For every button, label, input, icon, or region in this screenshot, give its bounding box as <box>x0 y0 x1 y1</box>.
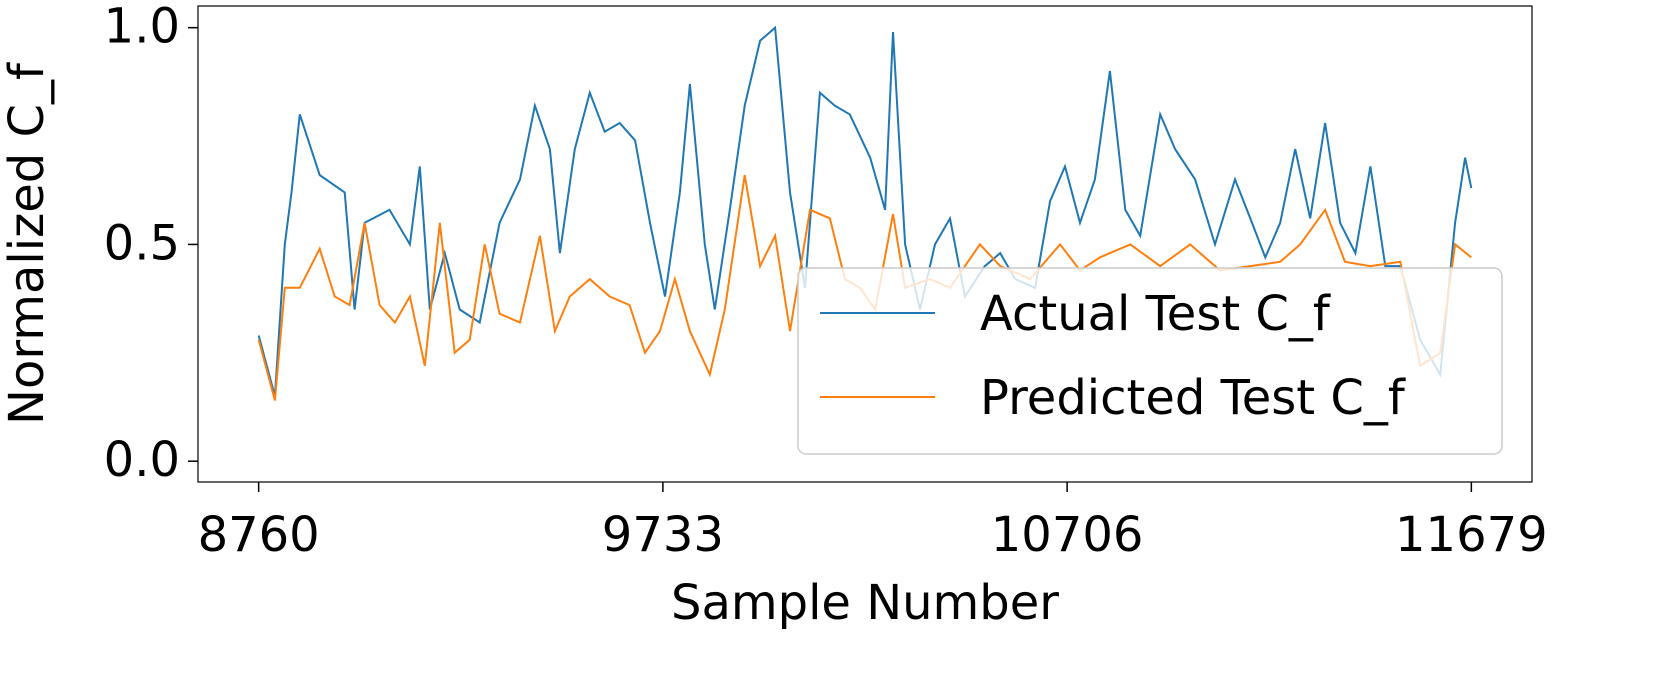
y-axis-label: Normalized C_f <box>0 62 55 425</box>
legend-label: Predicted Test C_f <box>980 370 1406 426</box>
data-line <box>257 25 1473 397</box>
y-tick-label: 0.5 <box>104 215 180 271</box>
x-tick-label: 10706 <box>991 507 1144 563</box>
y-tick-label: 1.0 <box>104 0 180 55</box>
x-tick-label: 11679 <box>1395 507 1548 563</box>
y-tick-label: 0.0 <box>104 432 180 488</box>
x-tick-label: 8760 <box>198 507 320 563</box>
x-tick-label: 9733 <box>602 507 724 563</box>
x-axis-label: Sample Number <box>671 575 1059 631</box>
plot-frame <box>197 5 1533 483</box>
legend-box <box>797 267 1503 455</box>
legend-label: Actual Test C_f <box>980 286 1331 342</box>
